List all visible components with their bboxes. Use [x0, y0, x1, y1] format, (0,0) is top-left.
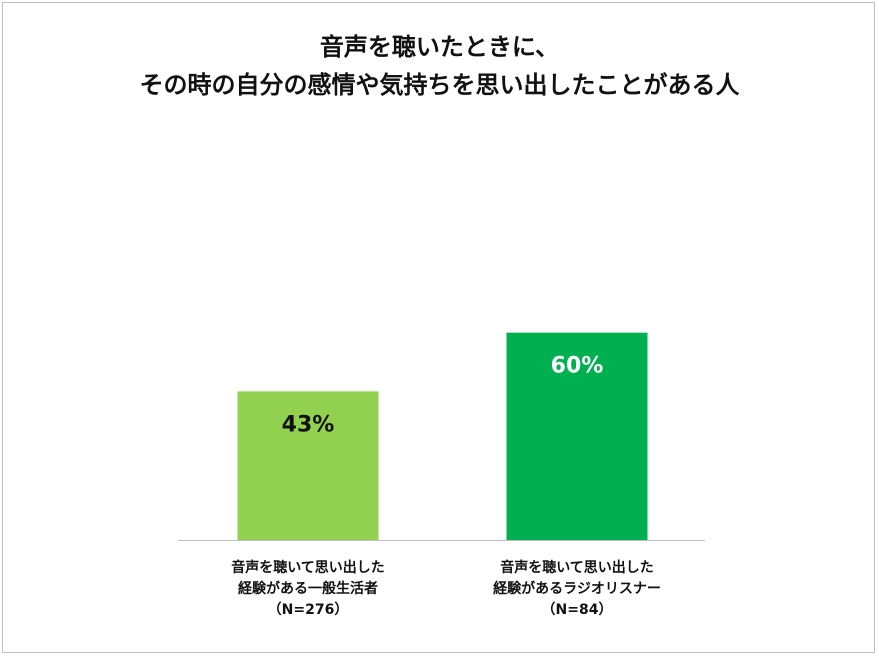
category-label-1-line-2: 経験がある一般生活者 [238, 580, 378, 597]
bar-1 [237, 391, 379, 540]
chart-title-line-2: その時の自分の感情や気持ちを思い出したことがある人 [139, 71, 740, 99]
bar-2 [506, 332, 648, 540]
category-label-1-line-3: （N=276） [268, 602, 349, 618]
category-label-2-line-2: 経験があるラジオリスナー [493, 580, 661, 597]
bar-value-label-1: 43% [282, 412, 335, 437]
chart-title-line-1: 音声を聴いたときに、 [319, 33, 560, 61]
category-label-1-line-1: 音声を聴いて思い出した [231, 559, 385, 576]
bar-value-label-2: 60% [551, 354, 604, 379]
category-label-2-line-3: （N=84） [542, 602, 613, 618]
category-label-2-line-1: 音声を聴いて思い出した [500, 559, 654, 576]
